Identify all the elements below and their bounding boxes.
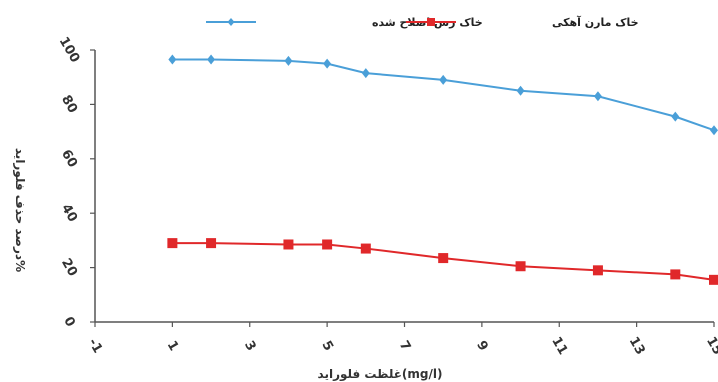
series-2-point xyxy=(438,253,449,264)
y-tick-label: 60 xyxy=(58,147,80,170)
x-tick-label: -1 xyxy=(85,336,105,356)
series-layer xyxy=(167,54,718,285)
x-tick-label: 7 xyxy=(396,338,414,353)
y-tick-label: 20 xyxy=(58,256,80,279)
y-tick-label: 40 xyxy=(58,202,80,225)
legend-label-2: خاک مارن آهکی xyxy=(552,15,639,29)
series-1-point xyxy=(710,125,718,136)
y-tick-label: 80 xyxy=(58,93,80,116)
series-2-point xyxy=(283,239,294,250)
series-2-point xyxy=(206,238,217,249)
series-1-point xyxy=(593,91,602,102)
series-1-point xyxy=(361,68,370,79)
series-1-point xyxy=(323,58,332,69)
x-tick-label: 3 xyxy=(241,338,259,353)
series-1-point xyxy=(439,74,448,85)
series-2-point xyxy=(322,239,333,250)
y-tick-label: 100 xyxy=(56,34,83,65)
series-1-point xyxy=(207,54,216,65)
series-1-point xyxy=(671,111,680,122)
x-tick-label: 9 xyxy=(473,338,491,353)
x-tick-label: 13 xyxy=(626,334,648,357)
series-2-point xyxy=(670,269,681,280)
x-tick-label: 1 xyxy=(164,338,182,353)
series-2-point xyxy=(167,238,178,249)
series-2-point xyxy=(360,243,371,254)
legend: خاک رس اصلاح شده خاک مارن آهکی xyxy=(206,15,639,29)
series-2-point xyxy=(515,261,526,272)
x-tick-label: 11 xyxy=(548,334,570,357)
x-tick-label: 5 xyxy=(318,338,336,353)
x-axis-title: غلظت فلوراید(mg/l) xyxy=(318,367,443,382)
legend-marker-1 xyxy=(227,18,235,26)
series-2-point xyxy=(592,265,603,276)
series-2-point xyxy=(709,274,718,285)
series-line-2 xyxy=(172,242,715,281)
legend-marker-2 xyxy=(427,18,435,26)
series-1-point xyxy=(168,54,177,65)
y-tick-label: 0 xyxy=(60,314,78,329)
y-axis-title: درصد حذف فلوراید% xyxy=(12,148,27,272)
series-line-1 xyxy=(172,58,715,132)
x-tick-label: 15 xyxy=(703,334,718,357)
series-1-point xyxy=(284,55,293,66)
series-1-point xyxy=(516,85,525,96)
